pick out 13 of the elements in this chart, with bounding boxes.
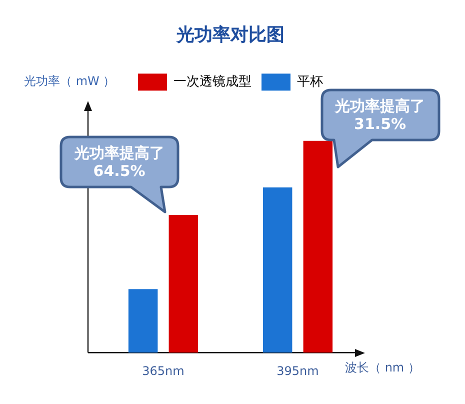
text: 光功率提高了 31.5% [335,96,426,133]
legend-label: 一次透镜成型 [174,74,252,90]
annotation: 光功率提高了 64.5% [74,144,164,180]
x-tick-label: 365nm [142,364,184,378]
bar [262,187,292,353]
x-axis-title: 波长（ nm ） [345,360,420,375]
legend-label: 平杯 [297,74,323,90]
bar [128,289,158,353]
x-tick-label: 395nm [276,364,319,378]
bar [168,214,198,353]
chart-title: 光功率对比图 [176,24,284,46]
y-axis-title: 光功率（ mW ） [24,74,116,88]
bar [303,140,333,353]
